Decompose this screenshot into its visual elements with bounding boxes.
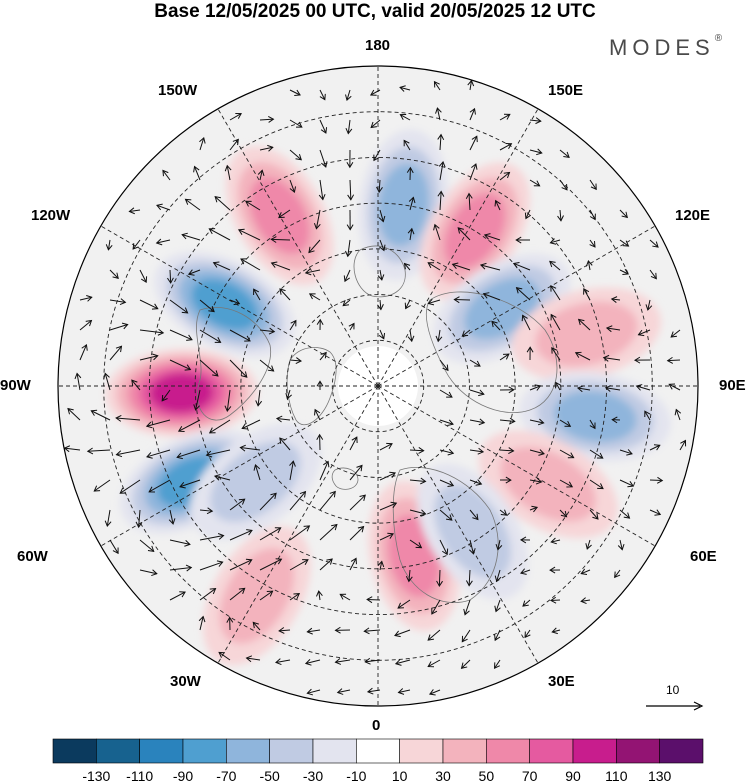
colorbar-tick-label: 50 <box>479 768 495 784</box>
colorbar-tick-label: 70 <box>522 768 538 784</box>
lon-label-60w: 60W <box>17 548 48 565</box>
lon-label-60e: 60E <box>690 548 717 565</box>
lon-label-150e: 150E <box>548 82 583 99</box>
lon-label-90e: 90E <box>719 377 746 394</box>
colorbar-tick-label: 10 <box>392 768 408 784</box>
lon-label-150w: 150W <box>158 82 197 99</box>
lon-label-180: 180 <box>365 37 390 54</box>
colorbar-tick-label: -90 <box>173 768 193 784</box>
colorbar-tick-label: -30 <box>303 768 323 784</box>
colorbar-tick-label: 90 <box>565 768 581 784</box>
reference-vector-arrow <box>644 698 706 714</box>
colorbar-tick-label: -10 <box>346 768 366 784</box>
lon-label-30w: 30W <box>170 673 201 690</box>
colorbar-tick-label: 110 <box>605 768 627 784</box>
colorbar-tick-label: -70 <box>216 768 236 784</box>
lon-label-90w: 90W <box>0 377 31 394</box>
lon-label-0: 0 <box>372 717 380 734</box>
lon-label-120w: 120W <box>31 207 70 224</box>
lon-label-120e: 120E <box>675 207 710 224</box>
colorbar-tick-label: -50 <box>260 768 280 784</box>
colorbar-tick-label: 30 <box>435 768 451 784</box>
lon-label-30e: 30E <box>548 673 575 690</box>
colorbar-tick-label: -110 <box>126 768 153 784</box>
colorbar-tick-label: -130 <box>82 768 110 784</box>
colorbar-tick-label: 130 <box>648 768 671 784</box>
reference-vector-label: 10 <box>666 683 679 697</box>
